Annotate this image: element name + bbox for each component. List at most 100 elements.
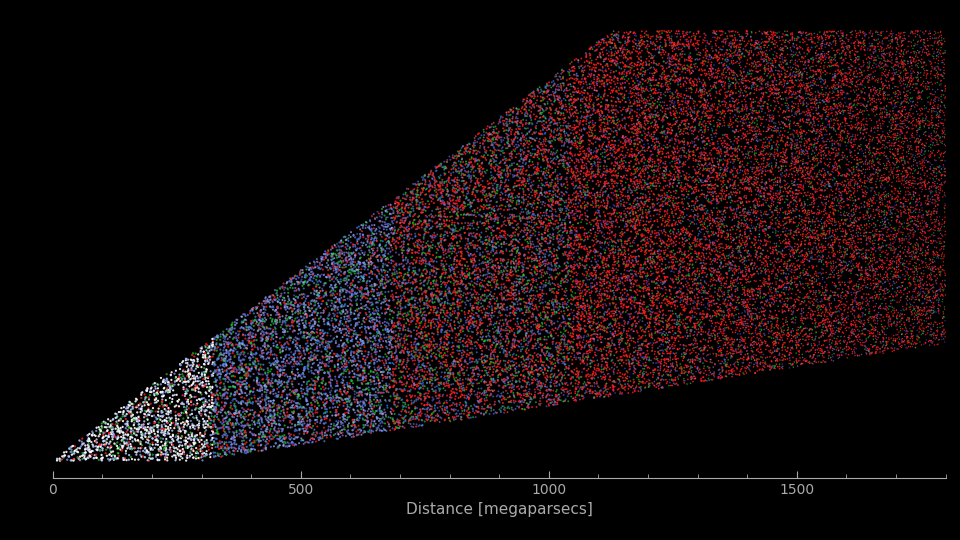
Point: [494, 345, 510, 353]
Point: [135, 398, 151, 407]
Point: [400, 204, 416, 212]
Point: [683, 139, 698, 147]
Point: [715, 62, 731, 71]
Point: [580, 347, 595, 356]
Point: [912, 315, 927, 324]
Point: [581, 266, 596, 274]
Point: [679, 237, 694, 245]
Point: [441, 382, 456, 390]
Point: [833, 34, 849, 43]
Point: [176, 426, 191, 434]
Point: [409, 270, 424, 279]
Point: [921, 198, 936, 206]
Point: [351, 222, 367, 231]
Point: [789, 35, 804, 43]
Point: [433, 300, 448, 308]
Point: [862, 345, 877, 353]
Point: [636, 374, 652, 383]
Point: [858, 248, 874, 257]
Point: [236, 380, 252, 388]
Point: [921, 210, 936, 219]
Point: [806, 233, 822, 241]
Point: [403, 208, 419, 217]
Point: [411, 339, 426, 348]
Point: [540, 386, 555, 394]
Point: [109, 427, 125, 436]
Point: [680, 100, 695, 109]
Point: [742, 177, 757, 186]
Point: [317, 369, 332, 377]
Point: [571, 318, 587, 326]
Point: [900, 69, 916, 77]
Point: [615, 216, 631, 225]
Point: [937, 126, 952, 135]
Point: [817, 336, 832, 345]
Point: [661, 299, 677, 308]
Point: [679, 107, 694, 116]
Point: [284, 415, 300, 423]
Point: [695, 36, 710, 44]
Point: [875, 235, 890, 244]
Point: [547, 133, 563, 141]
Point: [564, 325, 580, 334]
Point: [301, 360, 317, 369]
Point: [581, 191, 596, 200]
Point: [805, 66, 821, 75]
Point: [517, 301, 533, 310]
Point: [605, 221, 620, 230]
Point: [857, 32, 873, 40]
Point: [893, 266, 908, 275]
Point: [554, 104, 569, 113]
Point: [842, 48, 857, 57]
Point: [844, 300, 859, 309]
Point: [498, 114, 514, 123]
Point: [671, 271, 686, 280]
Point: [595, 77, 611, 85]
Point: [615, 132, 631, 140]
Point: [470, 305, 486, 314]
Point: [626, 99, 641, 108]
Point: [517, 155, 533, 164]
Point: [822, 302, 837, 310]
Point: [361, 323, 376, 332]
Point: [822, 296, 837, 305]
Point: [924, 208, 939, 217]
Point: [461, 262, 476, 271]
Point: [414, 400, 429, 408]
Point: [362, 399, 377, 408]
Point: [894, 58, 909, 66]
Point: [864, 348, 879, 356]
Point: [694, 218, 709, 226]
Point: [479, 286, 494, 294]
Point: [921, 124, 936, 132]
Point: [411, 340, 426, 349]
Point: [418, 393, 433, 401]
Point: [515, 353, 530, 361]
Point: [659, 64, 674, 72]
Point: [601, 76, 616, 84]
Point: [310, 336, 325, 345]
Point: [847, 181, 862, 190]
Point: [866, 144, 881, 153]
Point: [312, 292, 327, 300]
Point: [519, 349, 535, 357]
Point: [356, 374, 372, 383]
Point: [550, 199, 565, 208]
Point: [510, 388, 525, 397]
Point: [889, 217, 904, 225]
Point: [935, 72, 950, 80]
Point: [891, 137, 906, 145]
Point: [586, 202, 601, 211]
Point: [583, 246, 598, 254]
Point: [862, 58, 877, 67]
Point: [377, 220, 393, 229]
Point: [687, 152, 703, 160]
Point: [869, 231, 884, 239]
Point: [593, 98, 609, 106]
Point: [732, 208, 748, 217]
Point: [911, 75, 926, 84]
Point: [573, 341, 588, 350]
Point: [814, 39, 829, 48]
Point: [825, 199, 840, 207]
Point: [911, 147, 926, 156]
